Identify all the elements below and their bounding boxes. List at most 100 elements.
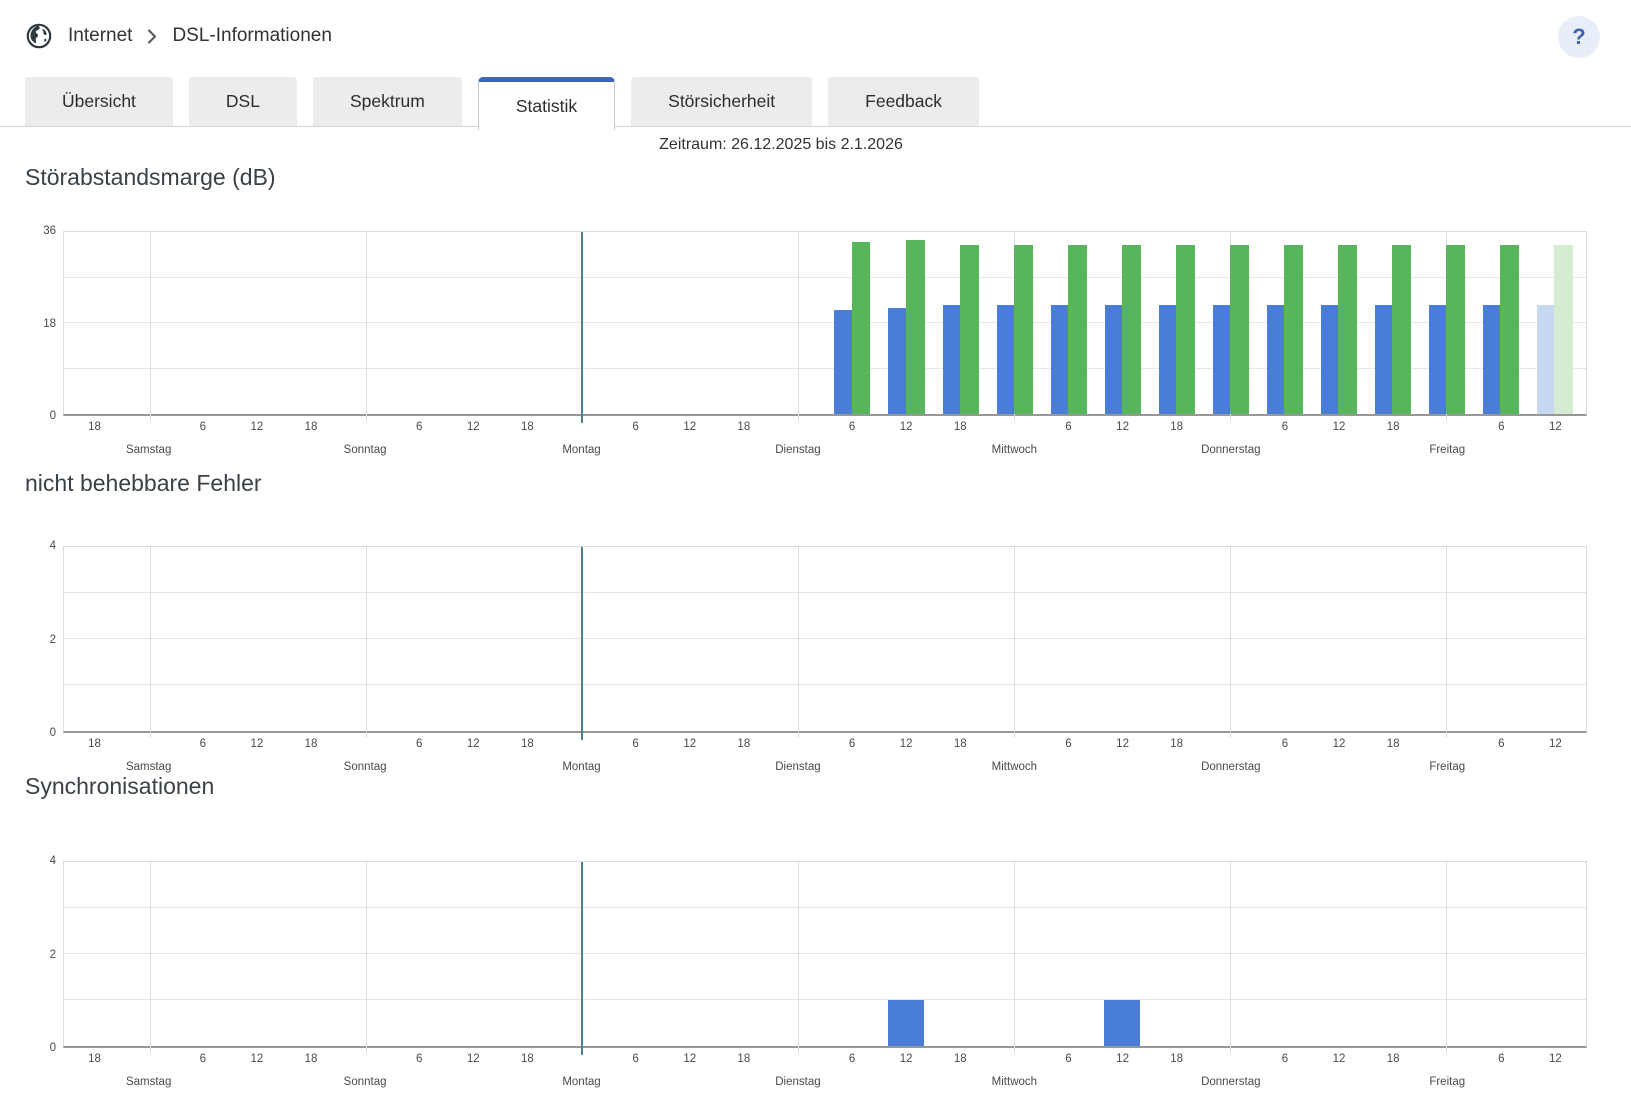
- hour-tick-label: 6: [1498, 738, 1505, 750]
- hour-tick-label: 6: [1065, 421, 1072, 433]
- hour-tick-label: 6: [199, 738, 206, 750]
- day-label: Freitag: [1429, 761, 1466, 773]
- y-axis-label: 18: [43, 317, 56, 330]
- hour-tick-label: 18: [521, 738, 534, 750]
- chart-title: Synchronisationen: [25, 773, 215, 799]
- hour-tick-label: 6: [1281, 738, 1289, 750]
- hour-tick-label: 18: [1170, 1053, 1184, 1065]
- hour-tick-label: 6: [632, 1053, 639, 1065]
- tab-spektrum[interactable]: Spektrum: [312, 77, 462, 126]
- hour-tick-label: 6: [415, 421, 423, 433]
- day-label: Samstag: [125, 444, 172, 456]
- snr-upstream-bar: [1176, 244, 1195, 414]
- breadcrumb-item-internet[interactable]: Internet: [68, 25, 133, 46]
- snr-downstream-bar: [888, 307, 907, 414]
- chevron-right-icon: [147, 28, 157, 45]
- tab-uebersicht[interactable]: Übersicht: [25, 77, 173, 126]
- grid-line: [64, 684, 1586, 685]
- week-start-line: [580, 547, 583, 740]
- day-separator-line: [1446, 862, 1448, 1053]
- hour-tick-label: 12: [1332, 1053, 1346, 1065]
- chart-plot-area: [63, 546, 1587, 740]
- snr-downstream-bar: [942, 305, 961, 414]
- day-label: Samstag: [125, 761, 172, 773]
- hour-tick-label: 12: [1549, 421, 1562, 433]
- snr-downstream-bar: [996, 305, 1015, 414]
- snr-downstream-bar: [1158, 305, 1177, 414]
- snr-upstream-bar: [1068, 244, 1087, 414]
- hour-tick-label: 18: [521, 421, 534, 433]
- day-label: Samstag: [125, 1076, 172, 1088]
- day-label: Montag: [562, 444, 601, 456]
- chart-nicht-behebbare-fehler: nicht behebbare Fehler 0 2 4 18 6 12 18 6 12 18 6 1…: [0, 466, 1631, 773]
- hour-tick-label: 12: [899, 738, 913, 750]
- grid-line: [64, 592, 1586, 593]
- hour-tick-label: 12: [899, 421, 913, 433]
- y-axis-label: 0: [49, 727, 56, 739]
- hour-tick-label: 6: [848, 738, 856, 750]
- tab-statistik[interactable]: Statistik: [477, 77, 616, 130]
- hour-tick-label: 12: [1549, 738, 1562, 750]
- day-separator-line: [797, 547, 799, 738]
- breadcrumb-current-page: DSL-Informationen: [172, 25, 332, 46]
- snr-upstream-bar: [960, 244, 979, 414]
- hour-tick-label: 6: [1498, 421, 1505, 433]
- y-axis-label: 2: [49, 948, 56, 961]
- day-label: Mittwoch: [991, 1076, 1038, 1088]
- y-axis-label: 4: [49, 540, 56, 552]
- snr-downstream-bar: [1482, 305, 1501, 414]
- tab-dsl[interactable]: DSL: [188, 77, 297, 126]
- day-label: Dienstag: [775, 444, 821, 456]
- snr-downstream-bar: [1374, 305, 1393, 414]
- tab-feedback[interactable]: Feedback: [828, 77, 979, 126]
- day-label: Donnerstag: [1201, 761, 1261, 773]
- tab-stoersicherheit[interactable]: Störsicherheit: [631, 77, 813, 126]
- hour-tick-label: 18: [304, 738, 318, 750]
- hour-tick-label: 18: [953, 738, 967, 750]
- hour-tick-label: 18: [304, 421, 318, 433]
- globe-icon: [25, 22, 53, 50]
- hour-tick-label: 12: [683, 421, 697, 433]
- hour-tick-label: 18: [1386, 738, 1400, 750]
- y-axis-label: 0: [49, 410, 56, 422]
- snr-upstream-bar: [1392, 244, 1411, 414]
- grid-line: [64, 322, 1586, 323]
- hour-tick-label: 6: [1065, 1053, 1072, 1065]
- tab-strip-divider: [0, 126, 1631, 127]
- snr-downstream-bar: [1320, 305, 1339, 414]
- hour-tick-label: 6: [199, 421, 206, 433]
- hour-tick-label: 12: [250, 738, 264, 750]
- snr-downstream-bar: [1104, 305, 1123, 414]
- snr-upstream-bar: [852, 242, 871, 414]
- help-button[interactable]: ?: [1558, 16, 1600, 58]
- hour-tick-label: 12: [1332, 738, 1346, 750]
- grid-line: [64, 999, 1586, 1000]
- hour-tick-label: 12: [466, 1053, 480, 1065]
- period-label: Zeitraum: 26.12.2025 bis 2.1.2026: [659, 136, 903, 153]
- snr-upstream-bar-current: [1554, 244, 1573, 414]
- hour-tick-label: 12: [1116, 1053, 1129, 1065]
- y-axis-label: 36: [43, 225, 56, 237]
- breadcrumb: Internet DSL-Informationen: [25, 20, 332, 52]
- hour-tick-label: 6: [1281, 421, 1289, 433]
- day-label: Sonntag: [343, 761, 387, 773]
- snr-downstream-bar-current: [1536, 305, 1555, 414]
- chart-synchronisationen: Synchronisationen 0 2 4 18 6 12 18 6 12 18 6 12 18 6 1…: [0, 769, 1631, 1100]
- hour-tick-label: 18: [88, 738, 101, 750]
- hour-tick-label: 12: [1116, 738, 1129, 750]
- hour-tick-label: 18: [88, 421, 101, 433]
- snr-upstream-bar: [906, 239, 925, 414]
- day-separator-line: [149, 862, 151, 1053]
- day-separator-line: [149, 547, 151, 738]
- hour-tick-label: 6: [632, 738, 639, 750]
- hour-tick-label: 6: [199, 1053, 206, 1065]
- snr-downstream-bar: [1212, 305, 1231, 414]
- chart-title: nicht behebbare Fehler: [25, 470, 262, 496]
- day-separator-line: [1230, 862, 1232, 1053]
- hour-tick-label: 18: [88, 1053, 101, 1065]
- hour-tick-label: 12: [1332, 421, 1346, 433]
- hour-tick-label: 18: [1386, 1053, 1400, 1065]
- grid-line: [64, 276, 1586, 278]
- day-separator-line: [365, 547, 367, 738]
